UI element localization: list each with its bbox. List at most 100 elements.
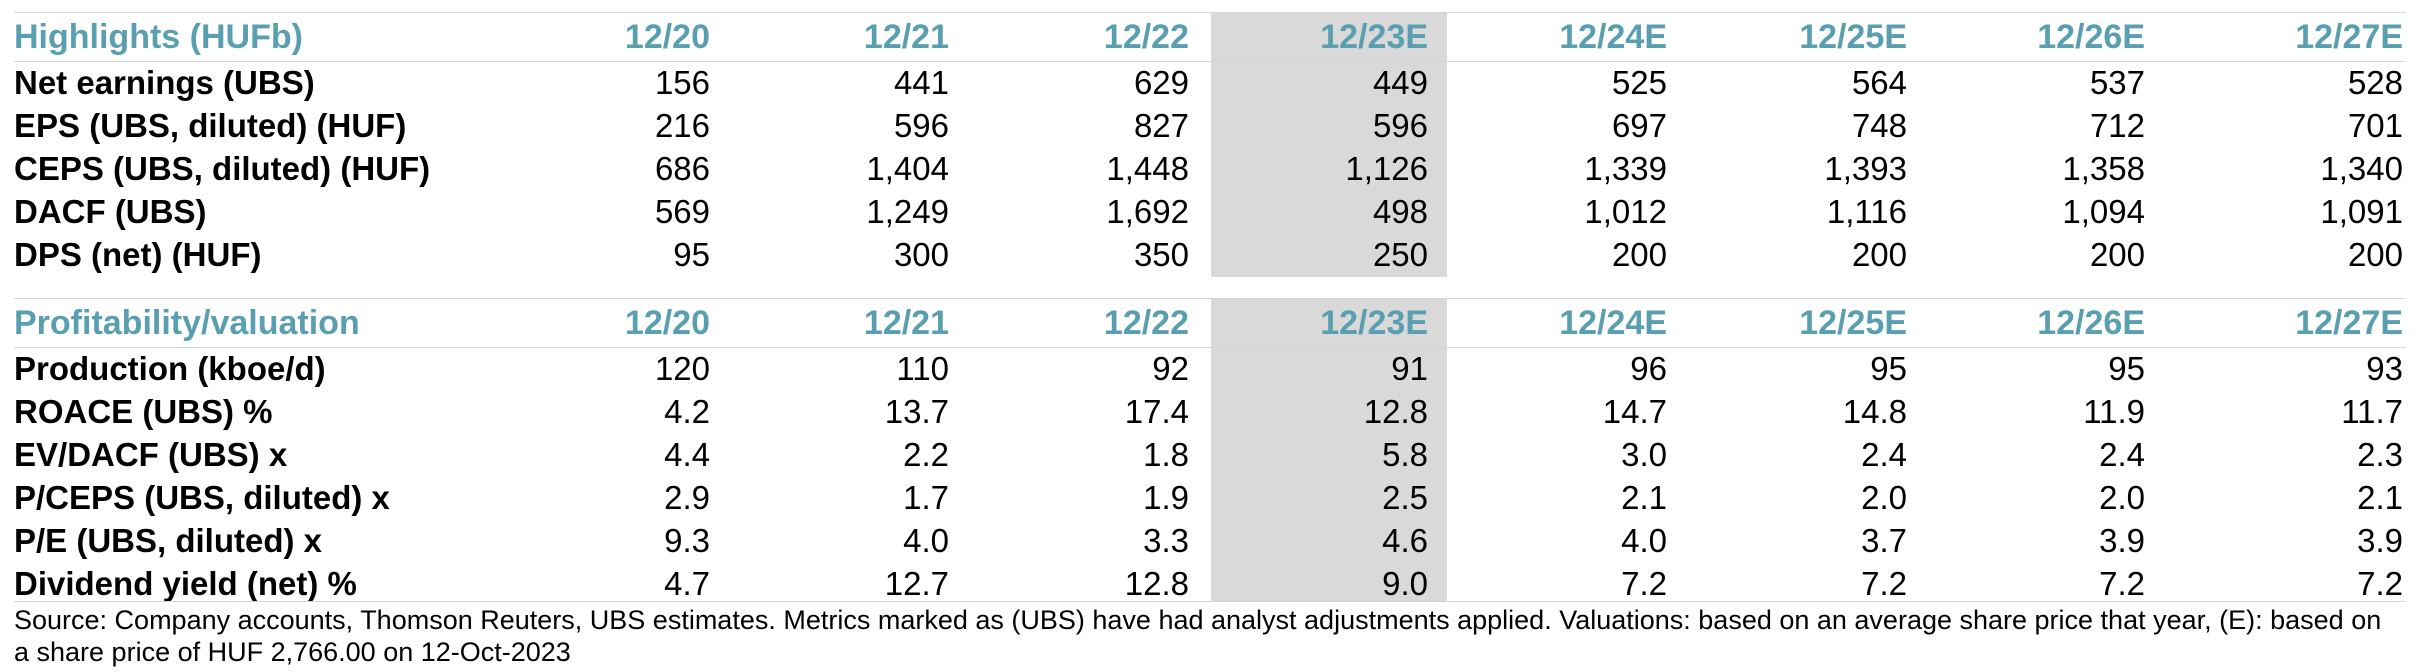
table-cell: 1.9 [1143,479,1189,516]
table-cell: 537 [2089,64,2145,101]
table-cell: 95 [2108,350,2145,387]
table-cell: 1,339 [1584,150,1667,187]
header-rule [14,347,2406,348]
table-cell: 1,249 [866,193,949,230]
table-cell: 200 [1611,236,1667,273]
table-cell: 95 [1870,350,1907,387]
table-cell: 498 [1372,193,1428,230]
column-header: 12/25E [1799,18,1907,56]
source-note: Source: Company accounts, Thomson Reuter… [14,605,2382,667]
table-cell: 12.8 [1363,393,1428,430]
table-cell: 200 [2347,236,2403,273]
row-label: Production (kboe/d) [14,350,326,387]
table-cell: 2.4 [2099,436,2145,473]
table-cell: 13.7 [884,393,949,430]
table-cell: 827 [1133,107,1189,144]
table-cell: 4.0 [903,522,949,559]
table-cell: 1,358 [2062,150,2145,187]
table-row: P/E (UBS, diluted) x 9.3 4.0 3.3 4.6 4.0… [0,519,2420,562]
table-cell: 3.7 [1861,522,1907,559]
table-cell: 7.2 [1861,565,1907,602]
table-cell: 449 [1372,64,1428,101]
table-cell: 12.8 [1124,565,1189,602]
column-header: 12/25E [1799,304,1907,342]
table-cell: 156 [654,64,710,101]
table-cell: 7.2 [2357,565,2403,602]
table-cell: 2.0 [2099,479,2145,516]
table-cell: 91 [1391,350,1428,387]
table-cell: 92 [1152,350,1189,387]
row-label: DACF (UBS) [14,193,207,230]
table-cell: 5.8 [1382,436,1428,473]
highlights-title: Highlights (HUFb) [14,18,303,56]
column-header: 12/24E [1559,18,1667,56]
row-label: P/E (UBS, diluted) x [14,522,323,559]
table-row: EPS (UBS, diluted) (HUF) 216 596 827 596… [0,104,2420,147]
table-row: CEPS (UBS, diluted) (HUF) 686 1,404 1,44… [0,147,2420,190]
table-cell: 4.4 [664,436,710,473]
table-cell: 2.3 [2357,436,2403,473]
table-row: DPS (net) (HUF) 95 300 350 250 200 200 2… [0,233,2420,276]
table-cell: 2.5 [1382,479,1428,516]
table-cell: 1,012 [1584,193,1667,230]
table-cell: 1,448 [1106,150,1189,187]
top-rule [14,12,2406,13]
table-cell: 1.7 [903,479,949,516]
table-cell: 697 [1611,107,1667,144]
bottom-rule [14,601,2406,602]
table-cell: 17.4 [1124,393,1189,430]
table-cell: 96 [1630,350,1667,387]
table-cell: 596 [893,107,949,144]
column-header: 12/26E [2037,304,2145,342]
table-cell: 4.0 [1621,522,1667,559]
column-header: 12/22 [1103,304,1189,342]
table-cell: 748 [1851,107,1907,144]
profitability-title: Profitability/valuation [14,304,360,342]
table-cell: 1.8 [1143,436,1189,473]
table-cell: 3.0 [1621,436,1667,473]
table-row: EV/DACF (UBS) x 4.4 2.2 1.8 5.8 3.0 2.4 … [0,433,2420,476]
table-cell: 1,094 [2062,193,2145,230]
table-cell: 200 [2089,236,2145,273]
table-cell: 4.2 [664,393,710,430]
row-label: Net earnings (UBS) [14,64,315,101]
row-label: DPS (net) (HUF) [14,236,262,273]
table-cell: 300 [893,236,949,273]
column-header: 12/27E [2295,304,2403,342]
column-header: 12/20 [624,304,710,342]
table-cell: 1,340 [2320,150,2403,187]
highlights-header-row: Highlights (HUFb) 12/20 12/21 12/22 12/2… [0,13,2420,61]
highlight-column-block-1 [1211,12,1447,277]
table-cell: 9.3 [664,522,710,559]
profitability-section: Profitability/valuation 12/20 12/21 12/2… [0,299,2420,605]
row-label: Dividend yield (net) % [14,565,357,602]
table-cell: 441 [893,64,949,101]
table-cell: 2.2 [903,436,949,473]
table-cell: 9.0 [1382,565,1428,602]
row-label: ROACE (UBS) % [14,393,273,430]
table-cell: 3.3 [1143,522,1189,559]
section-rule [14,298,2406,299]
table-cell: 350 [1133,236,1189,273]
table-row: ROACE (UBS) % 4.2 13.7 17.4 12.8 14.7 14… [0,390,2420,433]
table-cell: 216 [654,107,710,144]
table-cell: 1,404 [866,150,949,187]
row-label: CEPS (UBS, diluted) (HUF) [14,150,431,187]
table-cell: 4.6 [1382,522,1428,559]
table-cell: 701 [2347,107,2403,144]
table-cell: 95 [673,236,710,273]
table-cell: 629 [1133,64,1189,101]
table-cell: 528 [2347,64,2403,101]
table-cell: 1,116 [1826,193,1907,230]
table-cell: 1,091 [2320,193,2403,230]
table-cell: 200 [1851,236,1907,273]
table-cell: 1,692 [1106,193,1189,230]
table-cell: 11.7 [2341,393,2403,430]
highlight-column-block-2 [1211,298,1447,601]
table-cell: 3.9 [2099,522,2145,559]
table-cell: 4.7 [664,565,710,602]
row-label: EV/DACF (UBS) x [14,436,288,473]
table-cell: 596 [1372,107,1428,144]
profitability-header-row: Profitability/valuation 12/20 12/21 12/2… [0,299,2420,347]
table-cell: 525 [1611,64,1667,101]
